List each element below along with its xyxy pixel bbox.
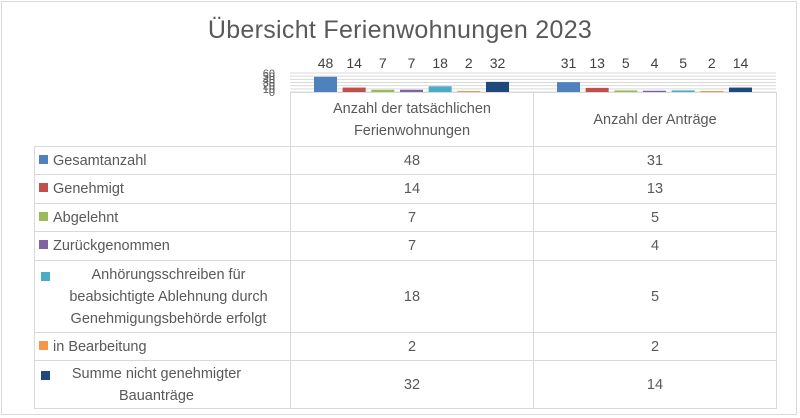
bar — [400, 89, 423, 92]
bar — [557, 82, 580, 92]
y-tick-label: 20 — [263, 81, 275, 93]
bar — [342, 87, 366, 92]
table-corner-cell — [34, 92, 291, 147]
bar — [457, 91, 481, 92]
table-cell: 32 — [290, 360, 534, 409]
table-cell: 7 — [290, 203, 534, 232]
legend-swatch — [39, 340, 48, 350]
bar — [671, 90, 695, 92]
data-label: 14 — [346, 55, 362, 71]
row-label-cell: Genehmigt — [34, 174, 291, 204]
data-label: 32 — [490, 55, 506, 71]
table-cell: 31 — [533, 146, 777, 175]
table-row: Genehmigt 14 13 — [34, 174, 777, 204]
data-label: 48 — [318, 55, 334, 71]
row-label: in Bearbeitung — [53, 338, 147, 355]
table-row: in Bearbeitung 2 2 — [34, 332, 777, 361]
data-label: 2 — [708, 55, 716, 71]
table-row: Abgelehnt 7 5 — [34, 203, 777, 232]
bar — [486, 81, 509, 92]
column-header: Anzahl der tatsächlichen Ferienwohnungen — [290, 92, 534, 147]
data-label: 5 — [622, 55, 630, 71]
chart-title: Übersicht Ferienwohnungen 2023 — [207, 16, 593, 44]
legend-swatch — [39, 211, 48, 221]
row-label: Anhörungsschreiben für beabsichtigte Abl… — [69, 266, 268, 327]
row-label-cell: Summe nicht genehmigter Bauanträge — [34, 360, 291, 409]
data-label: 7 — [408, 55, 416, 71]
data-label: 2 — [465, 55, 473, 71]
table-row: Anhörungsschreiben für beabsichtigte Abl… — [34, 260, 777, 333]
data-label: 5 — [679, 55, 687, 71]
legend-swatch — [39, 154, 48, 164]
row-label-cell: Gesamtanzahl — [34, 146, 291, 175]
bar — [428, 86, 452, 92]
row-label: Summe nicht genehmigter Bauanträge — [71, 365, 242, 404]
table-cell: 13 — [533, 174, 777, 204]
bar — [314, 76, 337, 92]
table-cell: 14 — [290, 174, 534, 204]
bar — [371, 89, 395, 92]
bar — [643, 90, 666, 92]
table-cell: 4 — [533, 231, 777, 261]
table-row: Summe nicht genehmigter Bauanträge 32 14 — [34, 360, 777, 409]
table-cell: 5 — [533, 203, 777, 232]
column-header: Anzahl der Anträge — [533, 92, 777, 147]
data-table: Anzahl der tatsächlichen Ferienwohnungen… — [34, 92, 777, 409]
row-label-cell: in Bearbeitung — [34, 332, 291, 361]
row-label: Gesamtanzahl — [53, 152, 147, 169]
table-cell: 48 — [290, 146, 534, 175]
data-label: 4 — [651, 55, 659, 71]
table-cell: 2 — [533, 332, 777, 361]
legend-swatch — [41, 272, 50, 281]
table-cell: 2 — [290, 332, 534, 361]
data-label: 7 — [379, 55, 387, 71]
row-label-cell: Abgelehnt — [34, 203, 291, 232]
legend-swatch — [39, 240, 48, 249]
table-cell: 14 — [533, 360, 777, 409]
y-tick-label: 50 — [263, 71, 275, 83]
table-cell: 7 — [290, 231, 534, 261]
row-label: Genehmigt — [53, 181, 124, 197]
table-row: Gesamtanzahl 48 31 — [34, 146, 777, 175]
row-label-cell: Zurückgenommen — [34, 231, 291, 261]
table-cell: 5 — [533, 260, 777, 333]
data-label: 13 — [589, 55, 605, 71]
row-label: Zurückgenommen — [53, 238, 170, 254]
table-header-row: Anzahl der tatsächlichen Ferienwohnungen… — [34, 92, 777, 147]
bar — [729, 87, 752, 92]
legend-swatch — [39, 183, 48, 192]
data-label: 18 — [432, 55, 448, 71]
y-tick-label: 30 — [263, 78, 275, 90]
row-label-cell: Anhörungsschreiben für beabsichtigte Abl… — [34, 260, 291, 333]
y-tick-label: 40 — [263, 74, 275, 86]
data-label: 31 — [561, 55, 577, 71]
bar — [700, 91, 724, 92]
data-label: 14 — [733, 55, 749, 71]
y-tick-label: 60 — [263, 68, 275, 80]
row-label: Abgelehnt — [53, 209, 119, 226]
table-cell: 18 — [290, 260, 534, 333]
bar — [585, 87, 609, 92]
legend-swatch — [41, 371, 50, 380]
table-row: Zurückgenommen 7 4 — [34, 231, 777, 261]
bar — [614, 90, 638, 92]
